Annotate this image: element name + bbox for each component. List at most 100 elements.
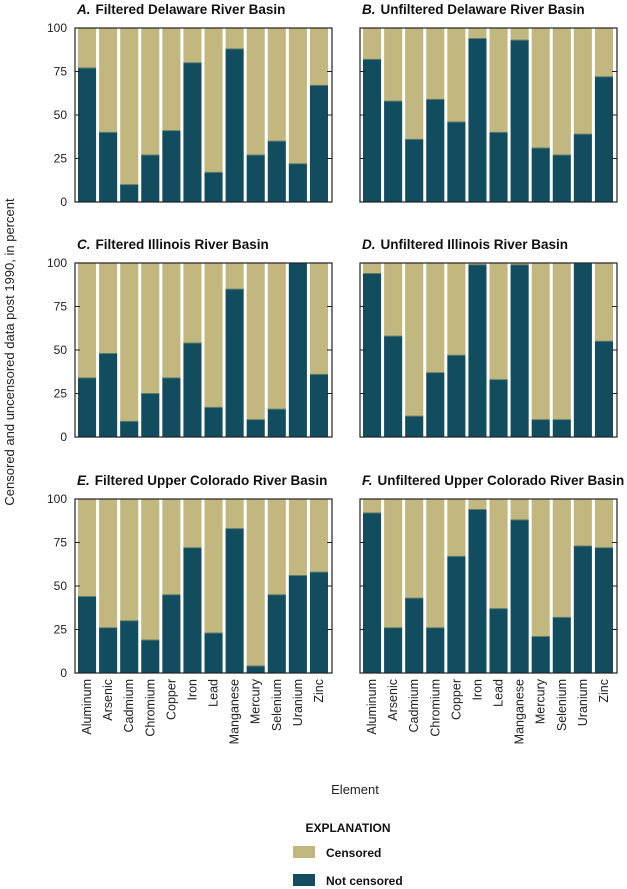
bar-not-censored-selenium: [267, 409, 286, 437]
x-tick-label: Manganese: [513, 679, 527, 744]
bar-not-censored-lead: [204, 407, 223, 437]
bar-not-censored-mercury: [531, 636, 550, 673]
bar-censored-cadmium: [405, 499, 424, 599]
bar-not-censored-lead: [204, 632, 223, 673]
legend-swatch-censored: [293, 846, 315, 858]
bar-not-censored-manganese: [225, 289, 244, 437]
bar-censored-chromium: [426, 28, 445, 100]
bar-not-censored-iron: [183, 62, 202, 202]
bar-not-censored-manganese: [510, 264, 529, 437]
y-tick-label: 50: [54, 579, 68, 593]
bar-not-censored-cadmium: [120, 620, 139, 673]
bar-not-censored-mercury: [246, 666, 265, 673]
bar-censored-zinc: [309, 263, 328, 375]
legend-title: EXPLANATION: [305, 821, 390, 835]
bar-not-censored-aluminum: [78, 377, 97, 437]
bar-not-censored-uranium: [288, 575, 307, 673]
bar-censored-manganese: [225, 499, 244, 529]
bar-censored-cadmium: [120, 499, 139, 621]
bar-censored-iron: [183, 499, 202, 548]
bar-censored-lead: [489, 263, 508, 380]
panel-letter: B.: [362, 2, 376, 17]
bar-censored-chromium: [141, 263, 160, 394]
bar-not-censored-chromium: [141, 639, 160, 673]
x-tick-label: Chromium: [143, 679, 157, 737]
panel-title-text: Unfiltered Delaware River Basin: [381, 2, 585, 17]
bar-censored-copper: [162, 28, 181, 131]
bar-not-censored-manganese: [510, 519, 529, 673]
bar-not-censored-mercury: [246, 419, 265, 437]
bar-not-censored-zinc: [594, 341, 613, 437]
bar-censored-aluminum: [363, 499, 382, 513]
y-tick-label: 75: [54, 65, 68, 79]
x-tick-label: Arsenic: [101, 679, 115, 721]
bar-not-censored-cadmium: [405, 139, 424, 202]
panel-title-text: Filtered Illinois River Basin: [96, 237, 269, 252]
bar-censored-selenium: [552, 263, 571, 420]
bar-censored-arsenic: [384, 263, 403, 337]
x-tick-label: Chromium: [428, 679, 442, 737]
x-tick-label: Selenium: [270, 679, 284, 731]
panel-title-text: Filtered Delaware River Basin: [96, 2, 286, 17]
bar-censored-copper: [447, 263, 466, 356]
x-tick-label: Selenium: [555, 679, 569, 731]
y-tick-label: 100: [47, 21, 67, 35]
legend: EXPLANATION Censored Not censored: [293, 821, 403, 888]
panel-title: F. Unfiltered Upper Colorado River Basin: [362, 473, 624, 488]
panel-title: B. Unfiltered Delaware River Basin: [362, 2, 585, 17]
bar-not-censored-aluminum: [363, 273, 382, 437]
bar-censored-chromium: [426, 499, 445, 628]
bar-not-censored-aluminum: [363, 59, 382, 202]
y-tick-label: 100: [47, 256, 67, 270]
bar-not-censored-mercury: [531, 148, 550, 202]
bar-censored-copper: [162, 499, 181, 595]
panel-e: E. Filtered Upper Colorado River Basin 0 25…: [47, 473, 333, 744]
y-tick-label: 75: [54, 300, 68, 314]
bar-censored-iron: [468, 499, 487, 510]
x-tick-label: Uranium: [576, 679, 590, 726]
bar-censored-arsenic: [99, 263, 118, 354]
bar-not-censored-iron: [468, 38, 487, 202]
bar-not-censored-arsenic: [384, 336, 403, 437]
bar-not-censored-lead: [489, 608, 508, 673]
bar-not-censored-chromium: [426, 627, 445, 673]
panel-b: B. Unfiltered Delaware River Basin: [359, 2, 618, 203]
bar-not-censored-copper: [447, 355, 466, 437]
bar-censored-uranium: [288, 499, 307, 576]
x-axis-label: Element: [331, 782, 379, 797]
bar-not-censored-copper: [162, 130, 181, 202]
bar-censored-cadmium: [405, 263, 424, 417]
bar-not-censored-manganese: [225, 48, 244, 202]
bar-censored-lead: [489, 28, 508, 133]
bar-not-censored-iron: [468, 264, 487, 437]
bar-not-censored-uranium: [288, 163, 307, 202]
panel-title: E. Filtered Upper Colorado River Basin: [77, 473, 327, 488]
bar-not-censored-chromium: [141, 155, 160, 202]
bar-not-censored-aluminum: [363, 512, 382, 673]
bar-censored-iron: [183, 28, 202, 63]
bar-not-censored-selenium: [552, 419, 571, 437]
bar-not-censored-cadmium: [405, 598, 424, 673]
bar-not-censored-lead: [489, 132, 508, 202]
bar-censored-manganese: [225, 28, 244, 49]
legend-swatch-not-censored: [293, 874, 315, 886]
bar-censored-manganese: [225, 263, 244, 290]
bar-censored-aluminum: [78, 28, 97, 69]
bar-not-censored-copper: [162, 594, 181, 673]
y-tick-label: 25: [54, 387, 68, 401]
x-tick-label: Mercury: [249, 678, 263, 724]
y-tick-label: 50: [54, 108, 68, 122]
panel-letter: F.: [362, 473, 373, 488]
bar-censored-zinc: [309, 499, 328, 573]
bar-censored-selenium: [267, 263, 286, 410]
bar-not-censored-manganese: [510, 40, 529, 203]
bar-not-censored-uranium: [573, 545, 592, 673]
bar-not-censored-copper: [447, 556, 466, 673]
bar-censored-lead: [204, 263, 223, 408]
bar-censored-cadmium: [120, 28, 139, 185]
bar-censored-copper: [447, 28, 466, 122]
x-tick-label: Lead: [492, 679, 506, 707]
y-tick-label: 100: [47, 492, 67, 506]
bar-censored-mercury: [246, 28, 265, 156]
bar-censored-cadmium: [120, 263, 139, 422]
